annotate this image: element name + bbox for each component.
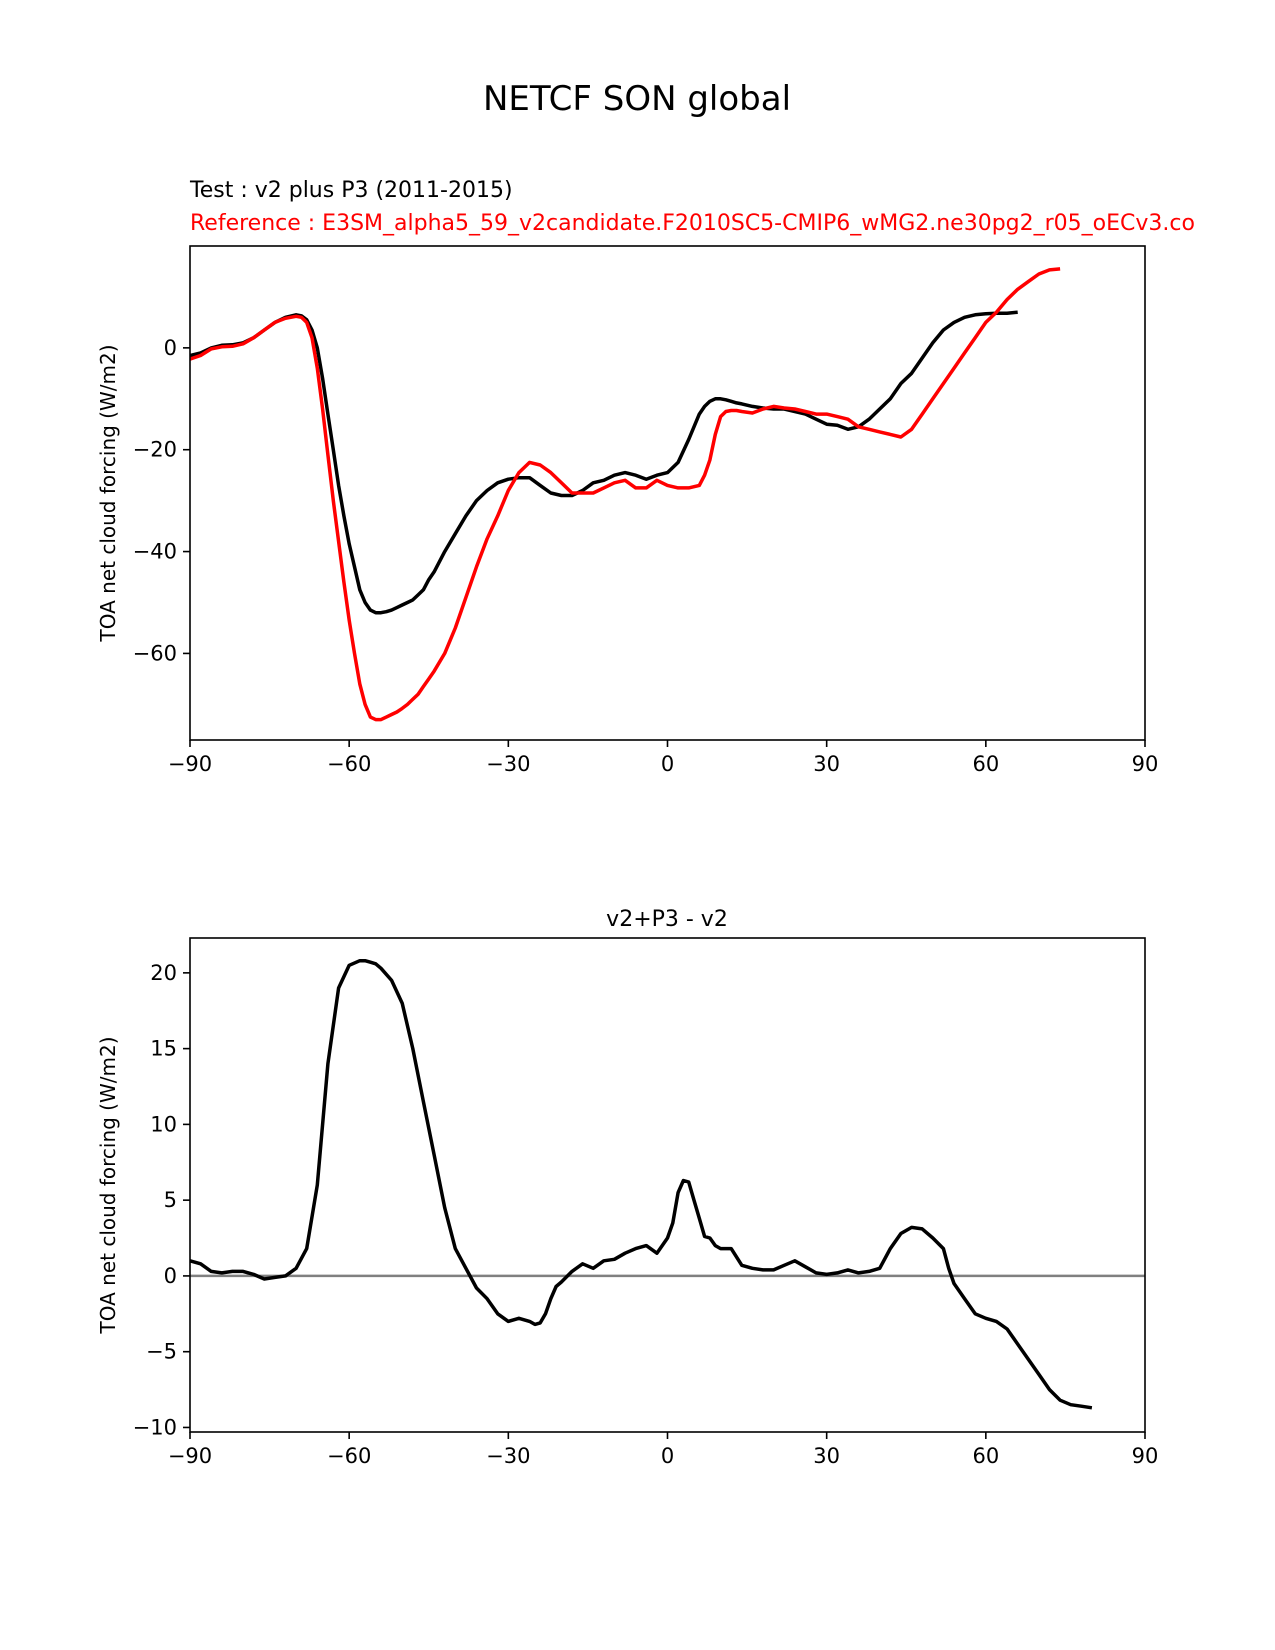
figure-title: NETCF SON global	[483, 79, 791, 119]
x-tick-label: −60	[327, 1444, 371, 1468]
y-tick-label: −20	[133, 438, 177, 462]
chart-bottom-plot-area: −90 −60 −30 0 30 60 90 20 15 10 5 0 −5 −10	[133, 937, 1159, 1468]
chart-bottom: v2+P3 - v2 −90 −60 −30 0 30 60 90 20 15 10 5 0 −5 −10…	[96, 907, 1158, 1468]
chart-bottom-y-axis-label: TOA net cloud forcing (W/m2)	[96, 1036, 120, 1334]
plot-frame	[189, 937, 1146, 1433]
y-tick-label: −10	[133, 1415, 177, 1439]
y-tick-label: 20	[150, 961, 177, 985]
x-tick-label: −90	[168, 1444, 212, 1468]
x-tick-label: −90	[168, 752, 212, 776]
x-tick-label: −30	[486, 752, 530, 776]
x-tick-label: −60	[327, 752, 371, 776]
y-tick-label: 0	[164, 336, 177, 360]
x-tick-label: 0	[661, 1444, 674, 1468]
x-tick-label: 30	[813, 752, 840, 776]
x-tick-label: 30	[813, 1444, 840, 1468]
x-tick-label: 60	[972, 752, 999, 776]
y-tick-label: −40	[133, 540, 177, 564]
y-tick-label: −60	[133, 641, 177, 665]
y-tick-label: 5	[164, 1188, 177, 1212]
series-line-reference	[190, 267, 1061, 722]
x-tick-label: 60	[972, 1444, 999, 1468]
chart-top-plot-area: −90 −60 −30 0 30 60 90 0 −20 −40 −60	[133, 245, 1159, 776]
y-tick-label: 15	[150, 1037, 177, 1061]
chart-top-y-axis-label: TOA net cloud forcing (W/m2)	[96, 344, 120, 642]
chart-bottom-title: v2+P3 - v2	[606, 907, 728, 932]
y-tick-label: 10	[150, 1112, 177, 1136]
y-tick-label: 0	[164, 1264, 177, 1288]
series-line-test	[190, 310, 1018, 615]
x-tick-label: 90	[1132, 1444, 1159, 1468]
series-line-difference	[190, 958, 1093, 1410]
y-tick-label: −5	[146, 1340, 177, 1364]
x-tick-label: 90	[1132, 752, 1159, 776]
chart-top-subtitle-reference: Reference : E3SM_alpha5_59_v2candidate.F…	[190, 211, 1195, 236]
chart-top-subtitle-test: Test : v2 plus P3 (2011-2015)	[189, 178, 513, 203]
chart-top: Test : v2 plus P3 (2011-2015) Reference …	[96, 178, 1195, 776]
x-tick-label: 0	[661, 752, 674, 776]
x-tick-label: −30	[486, 1444, 530, 1468]
